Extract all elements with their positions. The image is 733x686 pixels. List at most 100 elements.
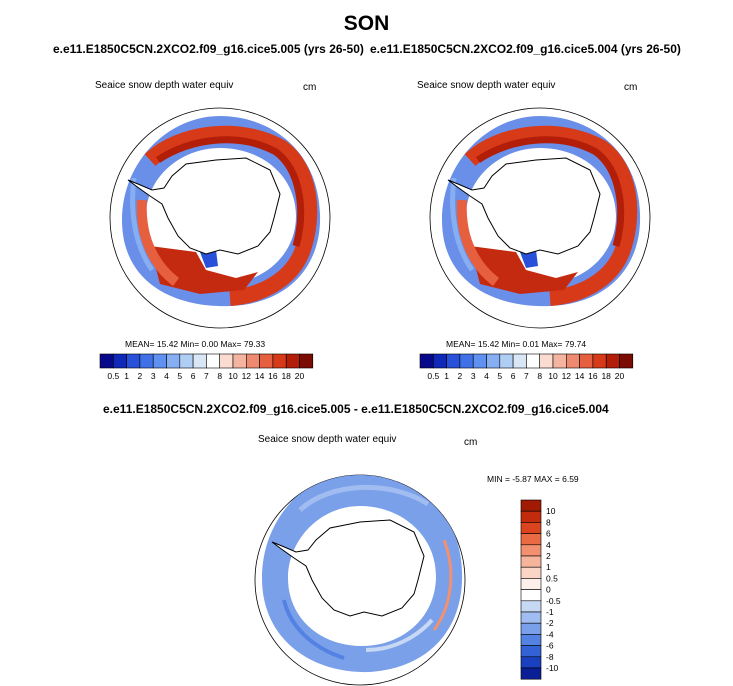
right-horizontal-colorbar: 0.5 1 2 3 4 5 6 7 8 10 12 14 16 18 20: [419, 353, 634, 381]
difference-colorbar-swatch: [520, 510, 542, 523]
left-colorbar-tick-label: 7: [204, 371, 209, 381]
difference-units: cm: [464, 437, 478, 448]
difference-colorbar-tick-label: -6: [546, 641, 554, 651]
right-seaice-field: [442, 116, 641, 307]
right-colorbar-swatch: [472, 353, 487, 369]
right-panel-subtitle: e.e11.E1850C5CN.2XCO2.f09_g16.cice5.004 …: [370, 42, 681, 56]
left-seaice-field: [122, 116, 321, 307]
difference-colorbar-swatch: [520, 522, 542, 534]
difference-colorbar-tick-label: -4: [546, 629, 554, 639]
right-colorbar-swatch: [552, 353, 567, 369]
left-colorbar-tick-label: 3: [151, 371, 156, 381]
left-horizontal-colorbar: 0.5 1 2 3 4 5 6 7 8 10 12 14 16 18 20: [99, 353, 314, 381]
right-colorbar-tick-label: 12: [562, 371, 572, 381]
right-colorbar-tick-label: 4: [484, 371, 489, 381]
right-colorbar-swatch: [432, 353, 447, 369]
difference-variable-label: Seaice snow depth water equiv: [258, 434, 397, 445]
right-colorbar-tick-label: 3: [471, 371, 476, 381]
left-colorbar-tick-label: 10: [228, 371, 238, 381]
left-colorbar-swatch: [285, 353, 300, 369]
difference-colorbar-swatch: [520, 645, 542, 658]
difference-colorbar-swatch: [520, 566, 542, 579]
difference-antarctica-outline: [271, 519, 425, 617]
right-antarctica-outline: [447, 157, 601, 255]
difference-colorbar-tick-label: -2: [546, 618, 554, 628]
right-colorbar-swatch: [486, 353, 501, 369]
right-colorbar-swatch: [539, 353, 554, 369]
left-colorbar-tick-label: 20: [295, 371, 305, 381]
left-colorbar-tick-label: 12: [242, 371, 252, 381]
left-panel-variable-label: Seaice snow depth water equiv: [95, 80, 234, 91]
left-panel-units: cm: [303, 82, 317, 93]
right-colorbar-swatch: [499, 353, 514, 369]
right-colorbar-tick-label: 16: [588, 371, 598, 381]
left-colorbar-swatch: [139, 353, 154, 369]
left-colorbar-swatch: [219, 353, 234, 369]
difference-colorbar-swatch: [520, 611, 542, 624]
left-colorbar-tick-label: 18: [281, 371, 291, 381]
difference-statistics: MIN = -5.87 MAX = 6.59: [487, 474, 579, 484]
difference-colorbar-tick-label: 10: [546, 506, 556, 516]
left-panel-subtitle: e.e11.E1850C5CN.2XCO2.f09_g16.cice5.005 …: [53, 42, 364, 56]
difference-colorbar-tick-label: 2: [546, 551, 551, 561]
difference-colorbar-swatch: [520, 544, 542, 557]
right-colorbar-swatch: [459, 353, 474, 369]
difference-colorbar-swatch: [520, 589, 542, 602]
right-colorbar-swatch: [446, 353, 461, 369]
left-colorbar-swatch: [179, 353, 194, 369]
right-colorbar-tick-label: 2: [458, 371, 463, 381]
left-colorbar-tick-label: 2: [138, 371, 143, 381]
difference-colorbar-tick-label: 0: [546, 585, 551, 595]
left-colorbar-swatch: [126, 353, 141, 369]
difference-colorbar-tick-label: 0.5: [546, 573, 558, 583]
left-colorbar-tick-label: 1: [124, 371, 129, 381]
left-colorbar-swatch: [152, 353, 167, 369]
left-colorbar-swatch: [232, 353, 247, 369]
main-title: SON: [343, 12, 390, 35]
right-polar-map: [429, 107, 651, 329]
difference-colorbar-tick-label: -0.5: [546, 596, 561, 606]
right-colorbar-swatch: [579, 353, 594, 369]
difference-colorbar-swatch: [520, 656, 542, 669]
right-colorbar-tick-label: 7: [524, 371, 529, 381]
left-panel-statistics: MEAN= 15.42 Min= 0.00 Max= 79.33: [125, 339, 266, 349]
left-colorbar-swatch: [99, 353, 114, 369]
left-colorbar-tick-label: 5: [177, 371, 182, 381]
right-colorbar-swatch: [565, 353, 580, 369]
right-colorbar-tick-label: 8: [537, 371, 542, 381]
right-colorbar-tick-label: 14: [575, 371, 585, 381]
difference-colorbar-swatch: [520, 634, 542, 646]
right-colorbar-tick-label: 20: [615, 371, 625, 381]
difference-colorbar-swatch: [520, 578, 542, 590]
right-colorbar-tick-label: 10: [548, 371, 558, 381]
difference-colorbar-tick-label: 8: [546, 517, 551, 527]
left-colorbar-tick-label: 4: [164, 371, 169, 381]
left-colorbar-swatch: [206, 353, 220, 369]
left-colorbar-tick-label: 16: [268, 371, 278, 381]
left-colorbar-swatch: [166, 353, 181, 369]
right-colorbar-swatch: [619, 353, 634, 369]
right-colorbar-tick-label: 1: [444, 371, 449, 381]
difference-colorbar-tick-label: 1: [546, 562, 551, 572]
left-colorbar-tick-label: 14: [255, 371, 265, 381]
right-colorbar-tick-label: 5: [497, 371, 502, 381]
left-colorbar-swatch: [272, 353, 287, 369]
difference-seaice-field: [262, 475, 463, 673]
right-colorbar-tick-label: 6: [511, 371, 516, 381]
difference-colorbar-swatch: [520, 600, 542, 613]
left-colorbar-swatch: [259, 353, 274, 369]
left-colorbar-tick-label: 8: [217, 371, 222, 381]
difference-subtitle: e.e11.E1850C5CN.2XCO2.f09_g16.cice5.005 …: [103, 402, 609, 416]
right-panel-units: cm: [624, 82, 638, 93]
difference-colorbar-swatch: [520, 555, 542, 568]
right-colorbar-swatch: [512, 353, 527, 369]
right-colorbar-swatch: [605, 353, 620, 369]
difference-colorbar-tick-label: -10: [546, 663, 559, 673]
left-colorbar-tick-label: 6: [191, 371, 196, 381]
difference-colorbar-tick-label: 6: [546, 529, 551, 539]
right-colorbar-swatch: [592, 353, 607, 369]
right-colorbar-swatch: [419, 353, 434, 369]
right-colorbar-tick-label: 0.5: [427, 371, 439, 381]
difference-colorbar-tick-label: 4: [546, 540, 551, 550]
